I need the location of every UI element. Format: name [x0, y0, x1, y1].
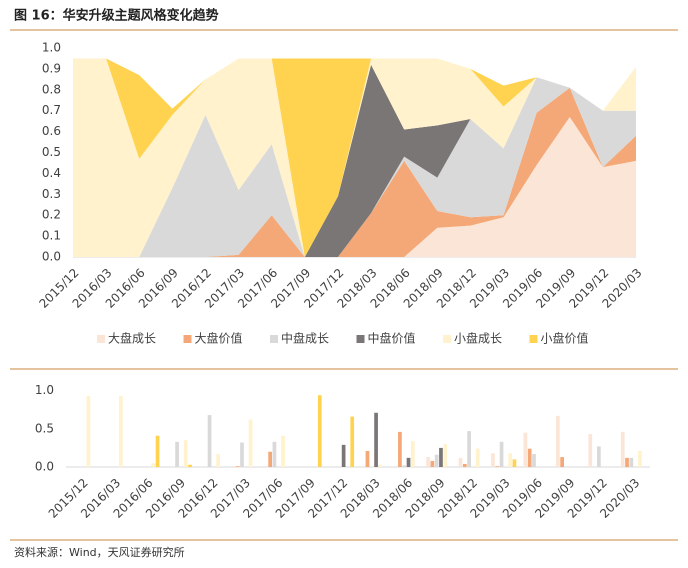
source: 资料来源：Wind，天风证券研究所	[14, 545, 185, 559]
y-tick-label: 0.5	[35, 421, 54, 435]
legend-label: 中盘成长	[281, 331, 329, 346]
y-tick-label: 0.2	[42, 208, 61, 222]
bar	[462, 463, 467, 467]
y-tick-label: 0.5	[42, 145, 61, 159]
area	[73, 77, 636, 257]
bar	[374, 412, 378, 467]
bar	[434, 454, 439, 467]
legend-swatch	[443, 335, 451, 343]
bar	[86, 395, 91, 467]
y-tick-label: 0.4	[42, 166, 61, 180]
bar	[620, 431, 625, 467]
area	[73, 116, 636, 257]
y-tick-label: 0.9	[42, 61, 61, 75]
area	[73, 64, 636, 257]
bar	[555, 415, 560, 467]
bar	[175, 441, 179, 467]
area	[73, 58, 636, 258]
bar	[240, 442, 244, 467]
legend-label: 小盘成长	[454, 331, 502, 346]
bar	[155, 435, 160, 467]
bar	[402, 465, 407, 467]
bar	[272, 441, 277, 467]
bar	[475, 448, 480, 467]
bar	[248, 419, 253, 467]
legend-label: 大盘价值	[195, 331, 243, 346]
y-tick-label: 0.8	[42, 82, 61, 96]
y-tick-label: 0.6	[42, 124, 61, 138]
bar	[491, 453, 495, 467]
title: 图 16：华安升级主题风格变化趋势	[14, 8, 219, 24]
bar	[532, 454, 536, 467]
y-tick-label: 1.0	[35, 383, 54, 397]
bar	[410, 441, 415, 467]
bar	[118, 395, 123, 467]
bar	[467, 431, 471, 467]
legend-swatch	[270, 335, 278, 343]
bar	[512, 459, 517, 467]
legend-label: 大盘成长	[108, 331, 156, 346]
bar	[430, 460, 435, 467]
bar	[523, 432, 528, 467]
bar	[443, 444, 448, 467]
area	[73, 58, 636, 258]
bar	[495, 466, 500, 467]
y-tick-label: 0.7	[42, 103, 61, 117]
bar	[216, 454, 220, 467]
bar	[508, 453, 512, 467]
bar	[207, 415, 212, 467]
bar	[588, 434, 593, 467]
legend-swatch	[97, 335, 105, 343]
legend-swatch	[356, 335, 365, 343]
legend-label: 中盘价值	[368, 331, 416, 346]
bar	[406, 457, 411, 467]
y-tick-label: 0.0	[35, 460, 54, 474]
y-tick-label: 1.0	[42, 41, 61, 55]
legend-swatch	[183, 335, 192, 343]
bar	[235, 466, 240, 467]
bar	[560, 457, 564, 467]
bar	[638, 450, 642, 467]
bar	[341, 444, 346, 467]
legend-label: 小盘价值	[541, 331, 589, 346]
y-tick-label: 0.0	[42, 250, 61, 264]
bar	[365, 450, 370, 467]
bar	[378, 464, 383, 467]
area	[73, 87, 636, 258]
y-tick-label: 0.1	[42, 229, 61, 243]
bar	[629, 457, 634, 467]
bar	[499, 441, 504, 467]
bar	[317, 395, 322, 467]
legend-swatch	[529, 335, 538, 343]
bar	[426, 457, 430, 467]
bar	[458, 457, 463, 467]
bar	[188, 464, 192, 467]
bar	[151, 463, 156, 467]
bar	[625, 457, 629, 467]
bar	[268, 451, 272, 467]
y-tick-label: 0.3	[42, 187, 61, 201]
bar	[398, 431, 402, 467]
bar	[527, 448, 532, 467]
bar	[350, 416, 355, 467]
bar	[597, 446, 601, 467]
bar	[281, 435, 285, 467]
bar	[439, 447, 443, 467]
bar	[183, 440, 188, 467]
